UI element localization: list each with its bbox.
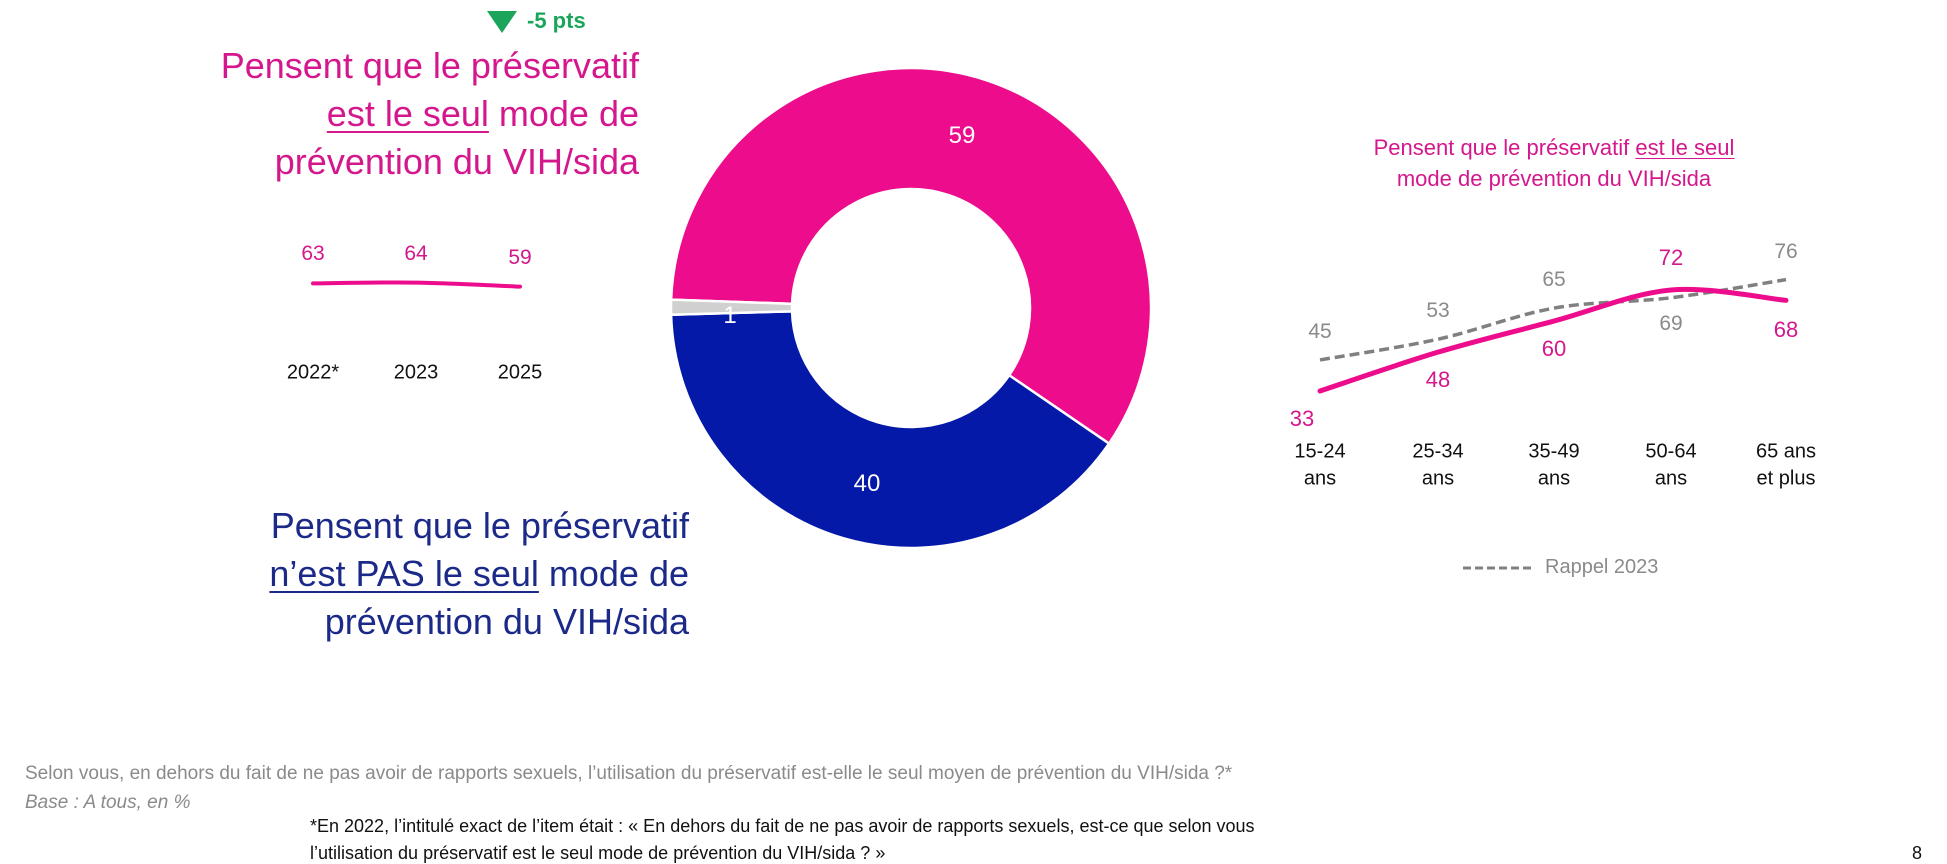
left-title: Pensent que le préservatif est le seul m… — [221, 42, 639, 186]
base-text: Base : A tous, en % — [25, 792, 191, 813]
donut-value-label: 59 — [948, 122, 976, 149]
mini-value-label: 63 — [301, 242, 325, 266]
mini-value-label: 59 — [508, 245, 532, 269]
age-category-label: ans — [1421, 467, 1455, 490]
question-text: Selon vous, en dehors du fait de ne pas … — [25, 763, 1233, 784]
donut-slice — [669, 66, 1153, 446]
legend-dash-icon — [1463, 566, 1531, 569]
left-title-line1: Pensent que le préservatif — [220, 45, 639, 86]
age-category-label: ans — [1654, 467, 1688, 490]
page-number: 8 — [1912, 843, 1923, 863]
donut-slice — [669, 298, 794, 316]
age-category-label: et plus — [1756, 467, 1816, 490]
triangle-down-icon — [487, 11, 517, 33]
age-2025-value-label: 60 — [1541, 336, 1567, 362]
age-2023-value-label: 65 — [1542, 268, 1566, 292]
age-category-label: 25-34 — [1412, 440, 1464, 463]
change-label: -5 pts — [527, 8, 586, 33]
footnote-line1: *En 2022, l’intitulé exact de l’item éta… — [310, 816, 1255, 836]
right-title-part1: Pensent que le préservatif — [1373, 135, 1636, 160]
change-badge: -5 pts — [487, 8, 586, 34]
left-title-rest: mode de — [488, 93, 639, 134]
donut-value-label: 40 — [853, 470, 881, 497]
age-2023-value-label: 53 — [1426, 299, 1450, 323]
age-2023-value-label: 69 — [1659, 311, 1683, 335]
2025-line — [1317, 286, 1789, 394]
right-title-line2: mode de prévention du VIH/sida — [1396, 166, 1712, 191]
mini-year-label: 2025 — [497, 361, 543, 384]
bottom-title-line2: n’est PAS le seul mode de — [269, 550, 689, 598]
age-category-label: 65 ans — [1755, 440, 1817, 463]
age-2025-value-label: 33 — [1289, 406, 1315, 431]
bottom-title-line3: prévention du VIH/sida — [324, 601, 689, 642]
bottom-title-line1: Pensent que le préservatif — [270, 505, 689, 546]
legend-label: Rappel 2023 — [1545, 556, 1659, 578]
age-2023-value-label: 45 — [1308, 319, 1332, 343]
age-2025-value-label: 68 — [1773, 317, 1799, 343]
age-2025-value-label: 72 — [1658, 244, 1684, 270]
age-2023-value-label: 76 — [1774, 239, 1798, 263]
age-category-label: ans — [1303, 467, 1337, 490]
donut-value-label: 1 — [723, 302, 737, 329]
age-2025-value-label: 48 — [1425, 367, 1451, 393]
mini-trend-line — [311, 280, 522, 289]
bottom-title-underlined: n’est PAS le seul — [269, 553, 539, 594]
age-category-label: 15-24 — [1294, 440, 1346, 463]
bottom-title-rest: mode de — [538, 553, 689, 594]
age-category-label: 35-49 — [1528, 440, 1580, 463]
mini-value-label: 64 — [404, 241, 428, 265]
footnote-line2: l’utilisation du préservatif est le seul… — [310, 843, 886, 863]
left-title-line3: prévention du VIH/sida — [274, 141, 639, 182]
right-chart-title: Pensent que le préservatif est le seul m… — [1374, 132, 1735, 194]
age-category-label: ans — [1537, 467, 1571, 490]
right-title-underlined: est le seul — [1635, 135, 1735, 160]
left-title-line2: est le seul mode de — [221, 90, 639, 138]
age-category-label: 50-64 — [1645, 440, 1697, 463]
legend: Rappel 2023 — [1463, 556, 1658, 579]
left-title-underlined: est le seul — [326, 93, 489, 134]
bottom-title: Pensent que le préservatif n’est PAS le … — [269, 502, 689, 646]
mini-year-label: 2023 — [393, 361, 439, 384]
donut-slice — [669, 310, 1111, 550]
mini-year-label: 2022* — [286, 361, 340, 384]
